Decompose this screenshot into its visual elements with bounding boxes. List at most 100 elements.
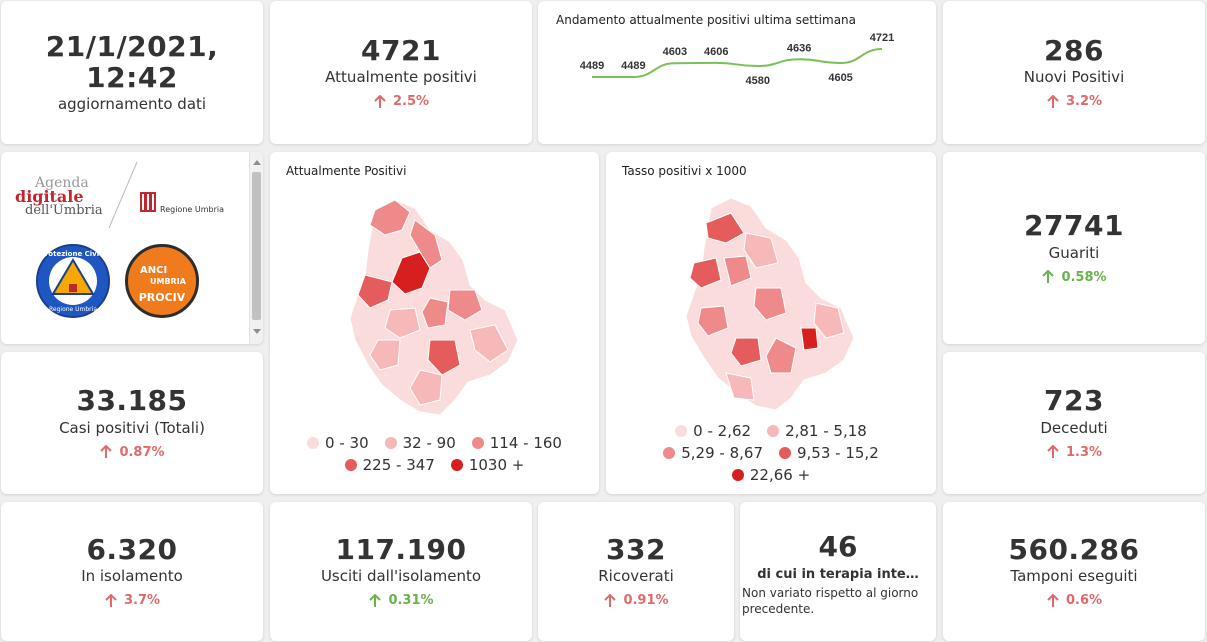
map-tasso-title: Tasso positivi x 1000 — [622, 164, 747, 178]
tasso-legend-item[interactable]: 5,29 - 8,67 — [663, 444, 763, 462]
update-label: aggiornamento dati — [57, 95, 207, 114]
ricoverati-card[interactable]: 332 Ricoverati 0.91% — [538, 502, 734, 641]
ricoverati-delta-text: 0.91% — [623, 593, 669, 609]
update-card: 21/1/2021, 12:42 aggiornamento dati — [1, 1, 263, 144]
terapia-note: Non variato rispetto al giorno precedent… — [742, 586, 919, 616]
positivi-legend-label: 32 - 90 — [402, 434, 456, 452]
positivi-legend-item[interactable]: 0 - 30 — [307, 434, 369, 452]
tasso-legend-item[interactable]: 22,66 + — [731, 466, 811, 484]
deceduti-delta: 1.3% — [1046, 445, 1102, 460]
map-positivi-card: Attualmente Positivi 0 - 30 32 - 90 114 - … — [270, 152, 599, 494]
andamento-title: Andamento attualmente positivi ultima se… — [556, 13, 857, 27]
agenda-line1: Agenda — [35, 175, 89, 191]
positivi-legend-label: 1030 + — [468, 456, 525, 474]
legend-dot-icon — [731, 469, 744, 481]
isolamento-delta-text: 3.7% — [123, 593, 161, 609]
ricoverati-label: Ricoverati — [598, 567, 674, 586]
andamento-data-label: 4580 — [745, 75, 769, 87]
ricoverati-value: 332 — [606, 532, 666, 566]
andamento-series-line — [591, 48, 883, 79]
update-datetime: 21/1/2021, 12:42 — [45, 29, 219, 94]
usciti-card[interactable]: 117.190 Usciti dall'isolamento 0.31% — [270, 502, 532, 641]
arrow-up-icon — [105, 593, 117, 607]
usciti-delta: 0.31% — [368, 593, 434, 609]
legend-dot-icon — [779, 447, 791, 459]
andamento-data-label: 4603 — [663, 46, 687, 58]
positivi-legend-item[interactable]: 225 - 347 — [344, 456, 435, 474]
tasso-legend-item[interactable]: 2,81 - 5,18 — [767, 422, 867, 440]
tasso-legend-label: 5,29 - 8,67 — [681, 444, 763, 462]
tasso-legend-item[interactable]: 9,53 - 15,2 — [779, 444, 879, 462]
positivi-legend-item[interactable]: 32 - 90 — [384, 434, 456, 452]
casi-totali-delta: 0.87% — [99, 444, 165, 460]
deceduti-label: Deceduti — [1040, 418, 1108, 437]
arrow-up-icon — [1042, 270, 1055, 284]
legend-dot-icon — [344, 459, 357, 471]
casi-totali-delta-text: 0.87% — [119, 444, 165, 460]
protezione-civile-emblem-icon — [49, 257, 97, 305]
attualmente-positivi-label: Attualmente positivi — [325, 68, 477, 87]
umbria-map-positivi[interactable] — [270, 190, 599, 450]
scroll-down-icon[interactable] — [253, 329, 261, 334]
tasso-legend-label: 0 - 2,62 — [693, 422, 752, 440]
usciti-value: 117.190 — [335, 532, 467, 566]
positivi-legend-item[interactable]: 1030 + — [450, 456, 525, 474]
protezione-civile-text: Protezione Civile — [39, 250, 107, 258]
map-positivi-legend: 0 - 30 32 - 90 114 - 160 225 - 347 1030 + — [270, 434, 599, 474]
tamponi-label: Tamponi eseguiti — [1010, 567, 1138, 586]
arrow-up-icon — [374, 94, 386, 108]
logos-card: Agenda digitale dell'Umbria Regione Umbr… — [1, 152, 263, 344]
arrow-up-icon — [604, 593, 617, 607]
andamento-data-label: 4605 — [828, 72, 852, 84]
logos-scrollbar[interactable] — [249, 152, 263, 344]
isolamento-delta: 3.7% — [104, 593, 160, 608]
legend-dot-icon — [663, 447, 676, 459]
casi-totali-label: Casi positivi (Totali) — [59, 418, 205, 437]
nuovi-positivi-delta-text: 3.2% — [1065, 94, 1103, 110]
andamento-data-label: 4489 — [621, 60, 645, 72]
arrow-up-icon — [1047, 593, 1059, 607]
tamponi-card[interactable]: 560.286 Tamponi eseguiti 0.6% — [943, 502, 1205, 641]
umbria-map-tasso[interactable] — [606, 188, 936, 428]
isolamento-label: In isolamento — [81, 567, 183, 586]
positivi-legend-item[interactable]: 114 - 160 — [471, 434, 562, 452]
agenda-digitale-logo: Agenda digitale dell'Umbria — [15, 176, 107, 218]
usciti-label: Usciti dall'isolamento — [320, 567, 482, 586]
nuovi-positivi-card[interactable]: 286 Nuovi Positivi 3.2% — [943, 1, 1205, 144]
scroll-thumb[interactable] — [252, 172, 261, 320]
andamento-data-label: 4636 — [787, 42, 811, 54]
arrow-up-icon — [369, 593, 382, 607]
legend-dot-icon — [450, 459, 463, 471]
map-tasso-card: Tasso positivi x 1000 0 - 2,62 2,81 - 5,1… — [606, 152, 936, 494]
legend-dot-icon — [767, 425, 780, 437]
tasso-legend-label: 2,81 - 5,18 — [785, 422, 867, 440]
map-positivi-title: Attualmente Positivi — [286, 164, 407, 178]
scroll-up-icon[interactable] — [253, 160, 261, 165]
deceduti-delta-text: 1.3% — [1065, 444, 1103, 460]
guariti-card[interactable]: 27741 Guariti 0.58% — [943, 152, 1205, 344]
tamponi-delta: 0.6% — [1046, 593, 1102, 608]
andamento-chart-card: Andamento attualmente positivi ultima se… — [538, 1, 936, 144]
positivi-legend-label: 114 - 160 — [489, 434, 562, 452]
casi-totali-value: 33.185 — [76, 384, 188, 418]
tasso-legend-label: 9,53 - 15,2 — [797, 444, 879, 462]
attualmente-positivi-delta: 2.5% — [373, 94, 429, 109]
isolamento-card[interactable]: 6.320 In isolamento 3.7% — [1, 502, 263, 641]
tasso-legend-item[interactable]: 0 - 2,62 — [675, 422, 751, 440]
deceduti-card[interactable]: 723 Deceduti 1.3% — [943, 352, 1205, 494]
legend-dot-icon — [384, 437, 397, 449]
anci-line3: PROCIV — [138, 291, 186, 304]
anci-line2: UMBRIA — [150, 277, 186, 286]
terapia-card[interactable]: 46 di cui in terapia inte… Non variato r… — [740, 502, 936, 641]
casi-totali-card[interactable]: 33.185 Casi positivi (Totali) 0.87% — [1, 352, 263, 494]
arrow-up-icon — [100, 445, 113, 459]
arrow-up-icon — [1047, 445, 1059, 459]
agenda-line3: dell'Umbria — [25, 203, 103, 218]
map-tasso-legend: 0 - 2,62 2,81 - 5,18 5,29 - 8,67 9,53 - 15,… — [606, 422, 936, 484]
usciti-delta-text: 0.31% — [388, 593, 434, 609]
andamento-data-label: 4606 — [704, 46, 728, 58]
anci-line1: ANCI — [140, 265, 168, 276]
attualmente-positivi-card[interactable]: 4721 Attualmente positivi 2.5% — [270, 1, 532, 144]
guariti-delta: 0.58% — [1041, 270, 1107, 285]
tasso-legend-label: 22,66 + — [749, 466, 811, 484]
